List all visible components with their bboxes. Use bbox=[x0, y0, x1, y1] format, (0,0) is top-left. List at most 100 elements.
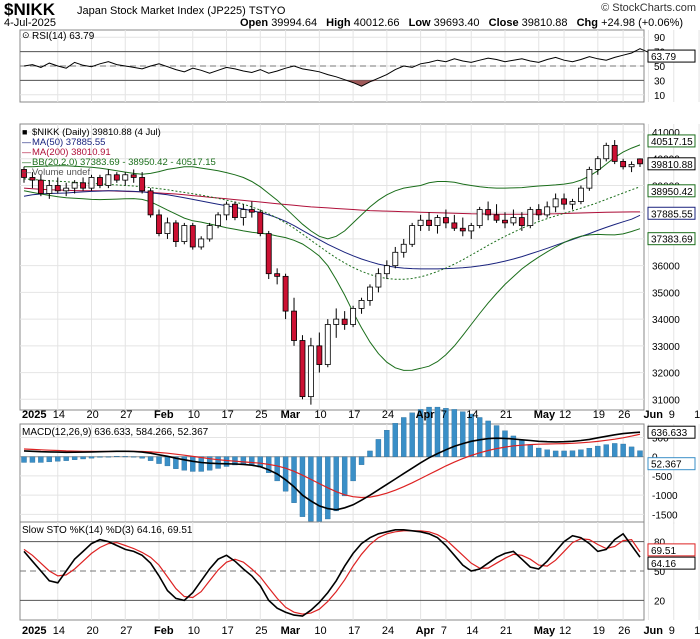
macd-histogram-bar bbox=[519, 440, 525, 457]
x-axis-label-bottom: 10 bbox=[314, 625, 326, 637]
candle-body bbox=[333, 318, 340, 325]
candle-body bbox=[164, 222, 171, 234]
candle-body bbox=[46, 185, 53, 194]
x-axis-label-bottom: 20 bbox=[87, 625, 99, 637]
candle-body bbox=[156, 214, 162, 234]
x-axis-label-top: Apr bbox=[416, 409, 436, 421]
rsi-tick-label: 90 bbox=[654, 33, 666, 44]
candle-body bbox=[485, 209, 492, 216]
macd-histogram-bar bbox=[595, 445, 601, 457]
macd-histogram-bar bbox=[249, 456, 255, 465]
candle-body bbox=[400, 243, 407, 253]
x-axis-label-bottom: Feb bbox=[154, 625, 174, 637]
macd-histogram-bar bbox=[38, 456, 44, 463]
price-tick-label: 34000 bbox=[652, 315, 680, 326]
price-tick-label: 36000 bbox=[652, 262, 680, 273]
x-axis-label-bottom: 14 bbox=[466, 625, 478, 637]
macd-histogram-bar bbox=[536, 447, 542, 457]
ma50-tag: 37885.55 bbox=[651, 209, 693, 220]
candle-body bbox=[358, 300, 365, 309]
sto-k-tag: 64.16 bbox=[651, 559, 676, 570]
x-axis-label-top: 21 bbox=[500, 409, 512, 421]
x-axis-label-bottom: 12 bbox=[559, 625, 571, 637]
candle-body bbox=[561, 198, 567, 205]
price-tick-label: 32000 bbox=[652, 369, 680, 380]
ma50-tag-box bbox=[647, 206, 696, 220]
macd-histogram-bar bbox=[527, 444, 533, 457]
candle-body bbox=[240, 209, 247, 218]
x-axis-label-top: 10 bbox=[314, 409, 326, 421]
x-axis-label-bottom: 17 bbox=[348, 625, 360, 637]
candle-body bbox=[603, 144, 610, 160]
price-legend-entry: MA(200) 38010.91 bbox=[32, 147, 111, 158]
x-axis-label-top: 26 bbox=[618, 409, 630, 421]
candle-body bbox=[316, 345, 323, 365]
macd-tick-label: -1000 bbox=[652, 491, 678, 502]
candle-body bbox=[594, 158, 601, 170]
macd-histogram-bar bbox=[71, 456, 78, 460]
x-axis-label-top: 24 bbox=[382, 409, 394, 421]
symbol-title: $NIKK bbox=[4, 0, 56, 19]
candle-body bbox=[569, 201, 576, 205]
macd-histogram-bar bbox=[274, 456, 280, 482]
macd-histogram-bar bbox=[308, 456, 314, 522]
macd-histogram-bar bbox=[223, 456, 230, 467]
x-axis-label-top: Mar bbox=[281, 409, 301, 421]
price-legend-entry: MA(50) 37885.55 bbox=[32, 137, 105, 148]
candle-body bbox=[97, 177, 103, 186]
macd-histogram-bar bbox=[460, 411, 466, 457]
macd-histogram-bar bbox=[544, 449, 550, 457]
macd-histogram-bar bbox=[367, 450, 373, 457]
macd-histogram-bar bbox=[375, 439, 382, 457]
price-legend-entry: Volume undef bbox=[32, 167, 90, 178]
candle-body bbox=[113, 174, 120, 181]
candle-body bbox=[206, 225, 213, 240]
candle-body bbox=[535, 209, 542, 216]
candle-body bbox=[367, 286, 373, 301]
macd-histogram-bar bbox=[409, 412, 415, 457]
candle-body bbox=[274, 273, 281, 277]
candle-body bbox=[552, 198, 559, 208]
macd-histogram-bar bbox=[358, 456, 365, 465]
bb-upper-tag: 40517.15 bbox=[651, 137, 693, 148]
rsi-tag-box bbox=[647, 49, 696, 63]
bb-lower-tag-box bbox=[647, 232, 696, 246]
macd-histogram-bar bbox=[502, 430, 508, 457]
macd-histogram-bar bbox=[426, 406, 432, 457]
candle-body bbox=[476, 209, 483, 226]
macd-histogram-bar bbox=[29, 456, 36, 463]
candle-body bbox=[637, 158, 643, 165]
x-axis-label-top: Feb bbox=[154, 409, 174, 421]
x-axis-label-bottom: 10 bbox=[188, 625, 200, 637]
macd-histogram-bar bbox=[156, 456, 162, 464]
exchange-code: TSTYO bbox=[248, 5, 286, 17]
x-axis-label-bottom: Apr bbox=[416, 625, 436, 637]
sto-d-tag-box bbox=[647, 543, 696, 557]
price-legend-entry: BB(20,2.0) 37383.69 - 38950.42 - 40517.1… bbox=[32, 157, 216, 168]
sto-tick-label: 50 bbox=[654, 567, 666, 578]
candle-body bbox=[232, 203, 238, 218]
bb-lower-tag: 37383.69 bbox=[651, 235, 693, 246]
candle-body bbox=[181, 225, 188, 243]
candle-body bbox=[307, 345, 314, 398]
macd-tag: 636.633 bbox=[651, 428, 688, 439]
macd-histogram-bar bbox=[63, 456, 69, 461]
macd-histogram-bar bbox=[434, 406, 441, 457]
candle-body bbox=[299, 340, 306, 398]
x-axis-label-top: 16 bbox=[694, 409, 700, 421]
candle-body bbox=[257, 211, 264, 234]
x-axis-label-top: 14 bbox=[466, 409, 478, 421]
macd-tick-label: -500 bbox=[652, 472, 672, 483]
bb-middle-line bbox=[23, 178, 641, 280]
macd-histogram-bar bbox=[105, 456, 112, 458]
macd-histogram-bar bbox=[46, 456, 52, 463]
x-axis-label-bottom: 24 bbox=[382, 625, 394, 637]
macd-histogram-bar bbox=[173, 456, 179, 469]
x-axis-label-top: 20 bbox=[87, 409, 99, 421]
macd-tag-box bbox=[647, 425, 696, 439]
low-value: Low 39693.40 bbox=[408, 17, 480, 29]
macd-histogram-bar bbox=[417, 409, 424, 457]
sto-d-line bbox=[23, 530, 641, 615]
candle-body bbox=[172, 222, 179, 243]
candle-body bbox=[130, 174, 137, 178]
